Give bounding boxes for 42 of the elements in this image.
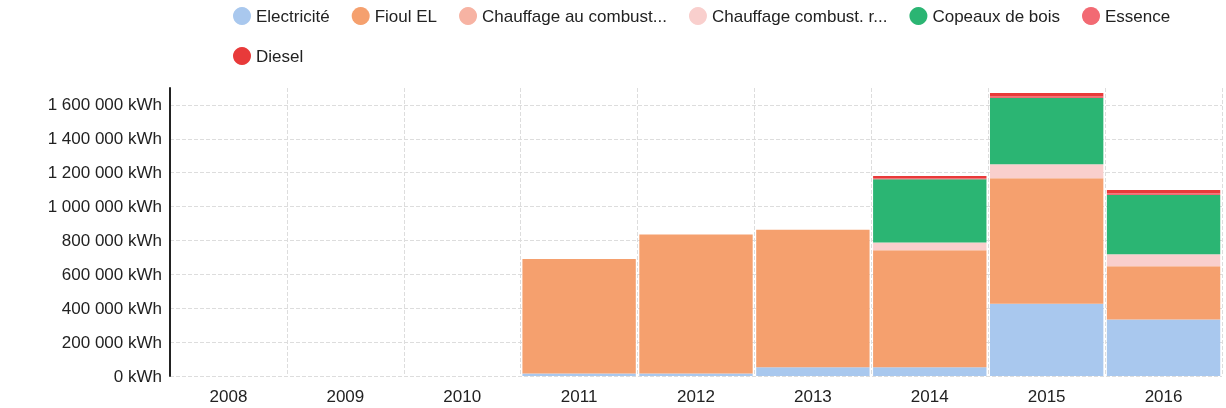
y-tick-label: 1 000 000 kWh	[47, 197, 162, 217]
y-tick-label: 1 200 000 kWh	[47, 163, 162, 183]
bar	[989, 303, 1104, 376]
y-tick-label: 1 400 000 kWh	[47, 129, 162, 149]
bar	[756, 367, 870, 376]
x-tick-label: 2012	[677, 387, 715, 406]
legend-label: Essence	[1105, 6, 1171, 26]
x-tick-label: 2015	[1027, 387, 1066, 406]
bar	[1106, 266, 1221, 320]
bar	[989, 178, 1104, 304]
x-tick-label: 2010	[443, 387, 482, 406]
bar	[989, 164, 1104, 179]
x-tick-label: 2008	[209, 387, 248, 406]
y-tick-label: 200 000 kWh	[61, 332, 162, 352]
bar	[522, 259, 636, 374]
y-tick-label: 800 000 kWh	[61, 230, 162, 250]
legend-label: Copeaux de bois	[932, 6, 1061, 26]
x-tick-label: 2013	[793, 387, 832, 406]
bar	[639, 234, 753, 374]
y-tick-label: 600 000 kWh	[61, 264, 162, 284]
x-tick-label: 2011	[560, 387, 598, 406]
bar	[756, 229, 870, 368]
bar	[1106, 319, 1221, 376]
legend-label: Chauffage combust. r...	[711, 6, 888, 26]
bar	[639, 373, 753, 376]
y-tick-label: 0 kWh	[113, 366, 162, 386]
legend-label: Electricité	[256, 6, 330, 26]
bar	[989, 98, 1104, 165]
x-tick-label: 2014	[910, 387, 949, 406]
y-tick-label: 400 000 kWh	[61, 298, 162, 318]
bar	[1106, 194, 1221, 255]
bar	[522, 373, 636, 376]
x-tick-label: 2016	[1144, 387, 1183, 406]
bar	[873, 179, 987, 243]
bar	[873, 367, 987, 376]
y-tick-label: 1 600 000 kWh	[47, 95, 162, 115]
legend-label: Fioul EL	[374, 6, 438, 26]
bar	[873, 250, 987, 368]
x-tick-label: 2009	[326, 387, 365, 406]
legend-label: Diesel	[256, 46, 304, 66]
bar	[1106, 254, 1221, 267]
legend-label: Chauffage au combust...	[482, 6, 667, 26]
